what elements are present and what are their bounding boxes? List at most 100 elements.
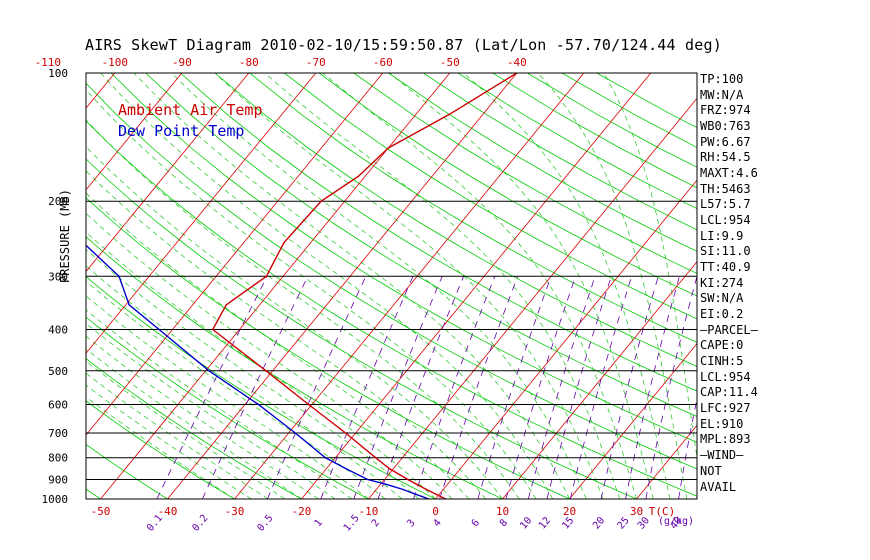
index-maxt: MAXT:4.6 [700,166,758,180]
mixing-ratio-line [505,276,576,499]
index-l57: L57:5.7 [700,197,751,211]
bottom-temp-tick-label: 10 [496,505,509,518]
moist-adiabat [86,170,487,499]
dry-adiabat [86,197,570,499]
dry-adiabat [86,158,637,499]
index-sw: SW:N/A [700,291,744,305]
index-lcl: LCL:954 [700,213,751,227]
dry-adiabat [492,73,697,189]
dry-adiabat [457,73,697,209]
moist-adiabat [463,73,671,499]
moist-adiabat [86,384,252,499]
pressure-tick-label: 200 [48,195,68,208]
temperature-profile-point [425,488,428,491]
mixing-ratio-line [439,276,519,499]
pressure-tick-label: 600 [48,398,68,411]
isotherm [86,73,384,436]
dry-adiabat [86,400,235,499]
mixing-ratio-line [569,276,632,499]
moist-adiabat [86,348,302,499]
pressure-tick-label: 800 [48,452,68,465]
mixing-ratio-line [156,276,268,499]
mixing-ratio-line [527,276,596,499]
dewpoint-profile-point [128,304,130,306]
index-th: TH:5463 [700,182,751,196]
bottom-temp-tick-label: -40 [158,505,178,518]
index-mw: MW:N/A [700,88,744,102]
moist-adiabat [86,212,453,499]
dry-adiabat [249,73,697,343]
dewpoint-profile-point [415,493,417,496]
mixing-ratio-line [600,276,659,499]
dry-adiabat [86,276,436,499]
isotherm [368,97,697,499]
mixing-ratio-line [546,276,612,499]
isotherm [0,73,48,499]
top-temp-tick-label: -60 [373,56,393,69]
moist-adiabat [86,192,470,499]
isotherm [86,73,317,354]
mixing-ratio-line [413,276,496,499]
temperature-profile-point [283,241,285,244]
pressure-tick-label: 1000 [42,493,69,506]
temp-unit-label: T(C) [649,505,676,518]
dry-adiabat [86,358,302,499]
index-parcel-lcl: LCL:954 [700,370,751,384]
index-ki: KI:274 [700,276,744,290]
moist-adiabat [86,265,403,499]
index-cinh: CINH:5 [700,354,744,368]
isotherms [0,73,697,499]
temperature-profile-point [448,113,451,116]
moist-adiabat [86,231,436,499]
moist-adiabats [86,73,697,499]
moist-adiabat [537,73,688,499]
moist-adiabat [86,146,503,499]
top-temp-tick-label: -100 [102,56,129,69]
temperature-profile-point [389,468,391,470]
dry-adiabat [86,443,168,499]
temperature-profile-point [211,328,214,331]
temperature-profile-point [320,200,323,202]
moist-adiabat [264,73,621,499]
isotherm [636,424,697,499]
wind-status-avail: AVAIL [700,480,737,494]
moist-adiabat [86,360,286,499]
pressure-tick-label: 100 [48,67,68,80]
mixing-ratio-line [377,276,464,499]
plot-frame [85,72,698,500]
mixing-ratio-tick-label: 0.2 [190,513,210,534]
dewpoint-profile-point [57,114,59,116]
temperature-profile-point [265,275,268,278]
mixing-ratio-tick-label: 10 [518,515,534,531]
pressure-tick-label: 700 [48,427,68,440]
moist-adiabat [100,73,554,499]
dewpoint-profile-point [366,478,369,481]
mixing-ratio-unit-label: (g/kg) [658,516,694,527]
bottom-temp-tick-label: -30 [225,505,245,518]
legend-dew-point-temp: Dew Point Temp [118,122,245,140]
pressure-tick-label: 900 [48,474,68,487]
top-temp-tick-label: -110 [35,56,62,69]
dry-adiabat [86,316,369,499]
mixing-ratio-tick-label: 4 [432,518,444,530]
temperature-profile-point [344,432,347,434]
temperature-profile-point [407,478,409,481]
dewpoint-profile-point [257,403,260,406]
index-frz: FRZ:974 [700,103,751,117]
mixing-ratio-line [645,276,697,499]
top-temp-tick-label: -50 [440,56,460,69]
index-ei: EI:0.2 [700,307,744,321]
mixing-ratio-lines [156,276,697,499]
index-pw: PW:6.67 [700,135,751,149]
legend-ambient-air-temp: Ambient Air Temp [118,101,263,119]
isotherm [234,73,585,499]
index-lfc: LFC:927 [700,401,751,415]
moist-adiabat [322,73,637,499]
top-temp-tick-label: -70 [306,56,326,69]
index-cap: CAP:11.4 [700,385,758,399]
dewpoint-profile-point [324,456,327,459]
dewpoint-profile-point [82,242,84,244]
isotherm [86,73,250,273]
section-parcel: —PARCEL— [700,323,758,337]
